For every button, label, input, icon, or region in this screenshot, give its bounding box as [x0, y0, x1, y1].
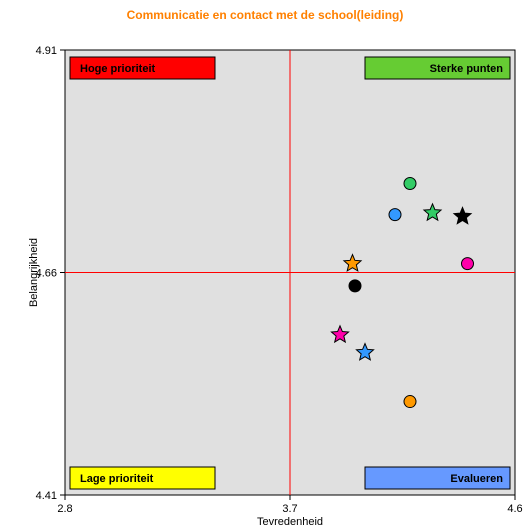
data-point-circle	[404, 178, 416, 190]
chart-title: Communicatie en contact met de school(le…	[0, 0, 530, 22]
data-point-circle	[404, 396, 416, 408]
quadrant-label: Sterke punten	[430, 63, 504, 75]
data-point-circle	[462, 258, 474, 270]
data-point-circle	[389, 209, 401, 221]
data-point-circle	[349, 280, 361, 292]
x-tick-label: 2.8	[57, 503, 72, 515]
y-tick-label: 4.91	[36, 45, 57, 57]
quadrant-label: Lage prioriteit	[80, 473, 154, 485]
x-tick-label: 3.7	[282, 503, 297, 515]
y-axis-label: Belangrijkheid	[28, 238, 40, 307]
quadrant-label: Hoge prioriteit	[80, 63, 156, 75]
quadrant-label: Evalueren	[450, 473, 503, 485]
x-axis-label: Tevredenheid	[257, 516, 323, 526]
x-tick-label: 4.6	[507, 503, 522, 515]
y-tick-label: 4.41	[36, 490, 57, 502]
scatter-chart: Hoge prioriteit Sterke punten Lage priorit…	[25, 30, 525, 526]
